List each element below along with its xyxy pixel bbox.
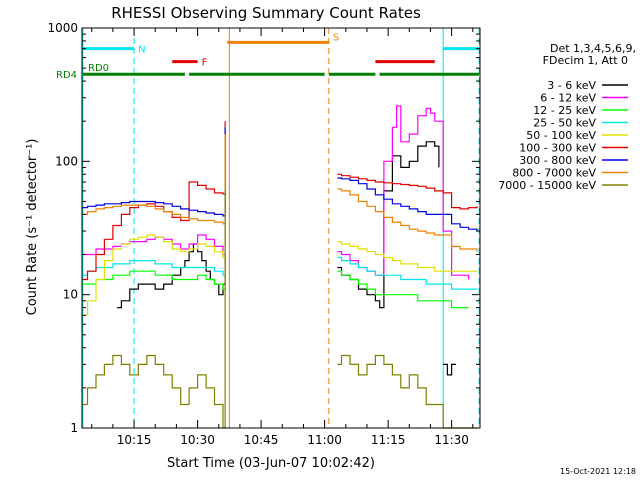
series-6-segment-0 — [82, 127, 226, 217]
series-5-segment-1 — [337, 173, 478, 210]
x-tick-label-3: 11:00 — [307, 433, 342, 447]
chart-title: RHESSI Observing Summary Count Rates — [111, 4, 421, 22]
legend-label-4: 50 - 100 keV — [526, 129, 596, 142]
flag-label-s: S — [333, 32, 339, 43]
series-5-segment-0 — [82, 121, 226, 281]
series-3-segment-1 — [337, 256, 477, 290]
x-tick-label-2: 10:45 — [244, 433, 279, 447]
legend-header-line-1: Det 1,3,4,5,6,9, — [550, 42, 636, 55]
legend-label-3: 25 - 50 keV — [533, 117, 596, 130]
y-axis-label: Count Rate (s⁻¹ detector⁻¹) — [25, 139, 40, 316]
plot-area: N F S RD0 RD4 — [56, 28, 480, 429]
y-tick-label-1: 10 — [63, 288, 78, 302]
series-0-segment-1 — [337, 141, 440, 309]
x-axis-label: Start Time (03-Jun-07 10:02:42) — [167, 456, 375, 471]
x-tick-label-0: 10:15 — [117, 433, 152, 447]
series-7-segment-0 — [82, 134, 226, 225]
series-8-segment-1 — [337, 354, 477, 429]
series-6-segment-1 — [337, 177, 478, 232]
axes: 10:15 10:30 10:45 11:00 11:15 11:30 1 10 100 1000 — [47, 21, 481, 447]
legend-label-0: 3 - 6 keV — [547, 79, 596, 92]
x-tick-label-5: 11:30 — [434, 433, 469, 447]
series-3-segment-0 — [82, 155, 226, 276]
y-tick-label-0: 1 — [70, 421, 78, 435]
plot-frame — [81, 27, 481, 429]
x-tick-label-4: 11:15 — [371, 433, 406, 447]
y-tick-label-3: 1000 — [47, 21, 78, 35]
series-4-segment-0 — [82, 137, 226, 316]
render-timestamp: 15-Oct-2021 12:18 — [560, 467, 636, 476]
series-2-segment-0 — [82, 161, 226, 290]
flag-label-rd4: RD4 — [56, 70, 77, 81]
legend-header-line-2: FDecim 1, Att 0 — [543, 54, 628, 67]
series-8-segment-0 — [82, 190, 226, 429]
legend-label-1: 6 - 12 keV — [540, 92, 596, 105]
series-7-segment-1 — [337, 188, 478, 252]
series-0-segment-2 — [443, 363, 456, 376]
flag-label-n: N — [138, 45, 145, 56]
legend-label-8: 7000 - 15000 keV — [498, 179, 596, 192]
legend-label-2: 12 - 25 keV — [533, 104, 596, 117]
series-1-segment-0 — [82, 137, 226, 256]
x-tick-label-1: 10:30 — [180, 433, 215, 447]
legend-label-7: 800 - 7000 keV — [512, 167, 596, 180]
flag-label-rd0: RD0 — [88, 63, 109, 74]
legend-label-6: 300 - 800 keV — [519, 154, 596, 167]
legend-label-5: 100 - 300 keV — [519, 142, 596, 155]
y-tick-label-2: 100 — [55, 154, 78, 168]
flag-label-f: F — [202, 58, 208, 69]
series-4-segment-1 — [337, 241, 477, 272]
series-2-segment-1 — [337, 270, 469, 309]
